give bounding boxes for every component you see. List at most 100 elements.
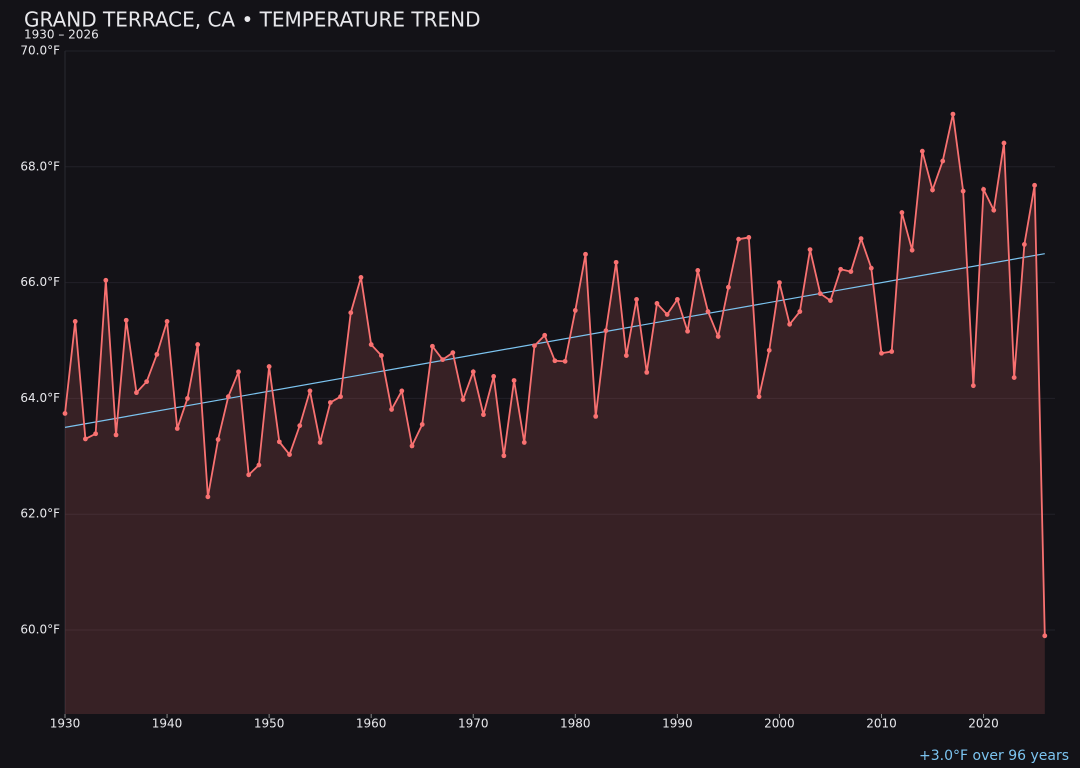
point — [562, 358, 568, 364]
point — [440, 357, 446, 363]
point — [1001, 140, 1007, 146]
point — [797, 309, 803, 314]
point — [144, 379, 150, 385]
x-tick-label: 2010 — [866, 717, 897, 731]
point — [552, 358, 558, 364]
point — [674, 297, 680, 302]
trend-annotation: +3.0°F over 96 years — [919, 748, 1069, 764]
point — [746, 235, 752, 240]
y-tick-label: 66.0°F — [20, 275, 60, 289]
point — [726, 284, 731, 290]
y-tick-label: 60.0°F — [20, 623, 60, 637]
point — [164, 319, 170, 324]
point — [532, 343, 537, 349]
point — [154, 352, 160, 357]
point — [307, 388, 313, 394]
x-tick-label: 2020 — [968, 717, 999, 731]
point — [338, 394, 343, 400]
point — [470, 369, 476, 375]
point — [858, 236, 864, 242]
y-tick-label: 68.0°F — [20, 159, 60, 173]
x-tick-label: 1990 — [662, 717, 693, 731]
point — [297, 423, 303, 429]
point — [409, 443, 415, 449]
point — [195, 342, 201, 347]
point — [991, 207, 997, 213]
point — [113, 432, 119, 438]
point — [358, 275, 364, 280]
point — [644, 369, 650, 375]
point — [348, 310, 354, 316]
point — [1021, 241, 1027, 247]
point — [960, 188, 966, 194]
area — [65, 114, 1045, 714]
point — [521, 440, 527, 445]
x-tick-label: 1950 — [254, 717, 285, 731]
point — [909, 247, 915, 253]
point — [623, 353, 629, 358]
point — [634, 297, 639, 302]
point — [695, 268, 701, 273]
point — [970, 383, 976, 389]
point — [72, 319, 78, 324]
point — [654, 301, 660, 306]
point — [787, 321, 793, 327]
point — [838, 266, 844, 272]
point — [868, 265, 874, 271]
point — [593, 413, 599, 419]
point — [266, 364, 272, 369]
point — [225, 394, 231, 400]
x-tick-label: 1940 — [152, 717, 183, 731]
x-tick-label: 1980 — [560, 717, 591, 731]
point — [185, 396, 190, 401]
point — [940, 158, 946, 164]
point — [501, 453, 507, 459]
point — [828, 298, 833, 303]
point — [481, 412, 486, 418]
point — [766, 347, 772, 353]
point — [930, 187, 935, 193]
x-tick-label: 1960 — [356, 717, 387, 731]
point — [848, 269, 854, 275]
point — [919, 148, 925, 154]
point — [685, 328, 690, 334]
point — [174, 426, 180, 431]
point — [368, 342, 374, 347]
point — [715, 334, 721, 339]
point — [399, 388, 405, 394]
point — [777, 280, 782, 286]
point — [807, 247, 813, 253]
point — [389, 407, 394, 412]
point — [981, 186, 986, 192]
point — [205, 494, 211, 500]
y-tick-label: 62.0°F — [20, 507, 60, 521]
point — [664, 312, 670, 317]
x-tick-label: 1970 — [458, 717, 489, 731]
point — [62, 411, 68, 416]
point — [327, 400, 333, 405]
point — [103, 277, 109, 283]
point — [450, 350, 456, 356]
point — [736, 236, 742, 242]
x-tick-label: 1930 — [50, 717, 81, 731]
point — [236, 369, 241, 375]
point — [246, 472, 252, 478]
point — [215, 437, 221, 442]
point — [430, 343, 435, 349]
point — [93, 431, 99, 437]
point — [899, 210, 905, 215]
point — [256, 462, 262, 468]
chart-subtitle: 1930 – 2026 — [24, 28, 99, 42]
point — [603, 328, 609, 334]
point — [419, 422, 425, 427]
chart-title: GRAND TERRACE, CA • TEMPERATURE TREND — [24, 8, 481, 32]
point — [950, 111, 956, 117]
point — [287, 452, 292, 457]
point — [889, 349, 895, 354]
point — [1042, 633, 1048, 639]
point — [378, 353, 384, 358]
point — [705, 309, 711, 314]
x-tick-label: 2000 — [764, 717, 795, 731]
point — [572, 308, 578, 313]
